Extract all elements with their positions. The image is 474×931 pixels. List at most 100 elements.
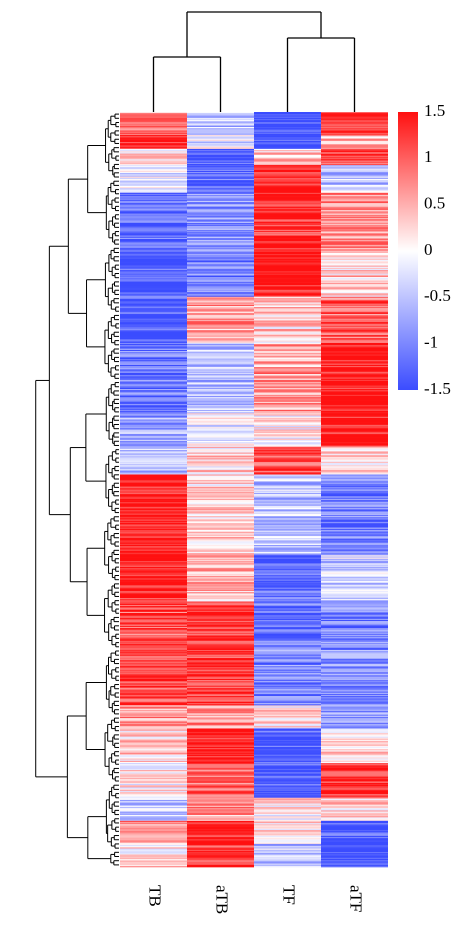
heatmap-cell [321,360,388,362]
heatmap-cell [187,815,254,817]
heatmap-cell [120,710,187,712]
heatmap-cell [321,682,388,684]
heatmap-cell [187,771,254,773]
heatmap-cell [254,601,321,603]
heatmap-cell [120,398,187,400]
heatmap-cell [321,384,388,386]
heatmap-cell [254,714,321,717]
heatmap-cell [120,625,187,628]
heatmap-cell [254,292,321,294]
heatmap-cell [321,348,388,351]
heatmap-cell [120,811,187,814]
heatmap-cell [187,281,254,284]
heatmap-cell [187,262,254,264]
heatmap-cell [254,435,321,437]
heatmap-cell [321,616,388,618]
heatmap-cell [254,669,321,672]
heatmap-cell [254,454,321,457]
heatmap-cell [120,429,187,431]
heatmap-cell [120,244,187,247]
heatmap-cell [254,352,321,354]
heatmap-cell [254,574,321,577]
heatmap-cell [321,133,388,136]
heatmap-cell [187,317,254,319]
heatmap-cell [120,692,187,695]
heatmap-cell [187,323,254,325]
heatmap-cell [254,461,321,464]
heatmap-cell [321,613,388,615]
heatmap-cell [120,619,187,622]
heatmap-cell [120,228,187,231]
heatmap-cell [187,862,254,864]
heatmap-cell [321,638,388,640]
heatmap-cell [187,486,254,488]
heatmap-cell [120,317,187,319]
heatmap-cell [187,361,254,363]
heatmap-cell [187,826,254,829]
heatmap-cell [120,802,187,804]
heatmap-cell [254,251,321,254]
heatmap-cell [321,667,388,669]
heatmap-cell [321,370,388,373]
heatmap-cell [187,255,254,257]
heatmap-cell [187,340,254,343]
heatmap-cell [321,815,388,817]
heatmap-cell [187,444,254,446]
heatmap-cell [321,300,388,302]
heatmap-cell [254,861,321,863]
heatmap-cell [254,200,321,203]
heatmap-cell [120,542,187,545]
heatmap-cell [254,390,321,392]
heatmap-cell [254,804,321,807]
heatmap-cell [187,368,254,370]
heatmap-cell [120,524,187,526]
heatmap-cell [120,559,187,562]
heatmap-cell [254,413,321,415]
heatmap-cell [187,683,254,685]
heatmap-cell [321,307,388,309]
heatmap-cell [321,244,388,247]
heatmap-cell [187,786,254,788]
heatmap-cell [120,342,187,345]
heatmap-cell [120,562,187,564]
heatmap-cell [187,692,254,695]
heatmap-cell [120,752,187,755]
heatmap-cell [187,628,254,630]
heatmap-cell [254,241,321,243]
column-labels: TB aTB TF aTF [146,885,366,914]
heatmap-cell [120,611,187,614]
heatmap-cell [321,160,388,162]
heatmap-cell [254,235,321,238]
heatmap-cell [187,631,254,633]
heatmap-cell [120,273,187,276]
heatmap-cell [187,338,254,340]
heatmap-cell [120,347,187,349]
heatmap-cell [254,840,321,842]
heatmap-cell [321,325,388,328]
heatmap-cell [187,163,254,166]
heatmap-cell [187,775,254,778]
heatmap-cell [187,611,254,614]
heatmap-cell [254,354,321,356]
heatmap-cell [120,656,187,659]
heatmap-cell [321,840,388,842]
heatmap-cell [254,329,321,331]
heatmap-cell [321,449,388,451]
heatmap-cell [254,452,321,455]
heatmap-cell [120,395,187,398]
heatmap-cell [321,678,388,681]
heatmap-cell [187,217,254,219]
heatmap-cell [254,787,321,789]
heatmap-cell [187,362,254,365]
heatmap-cell [321,233,388,235]
heatmap-cell [321,272,388,274]
heatmap-cell [321,140,388,143]
heatmap-cell [187,555,254,557]
heatmap-cell [120,740,187,742]
heatmap-cell [187,663,254,666]
heatmap-cell [321,845,388,847]
heatmap-cell [187,854,254,856]
heatmap-cell [120,242,187,244]
heatmap-cell [187,643,254,645]
heatmap-cell [120,495,187,497]
